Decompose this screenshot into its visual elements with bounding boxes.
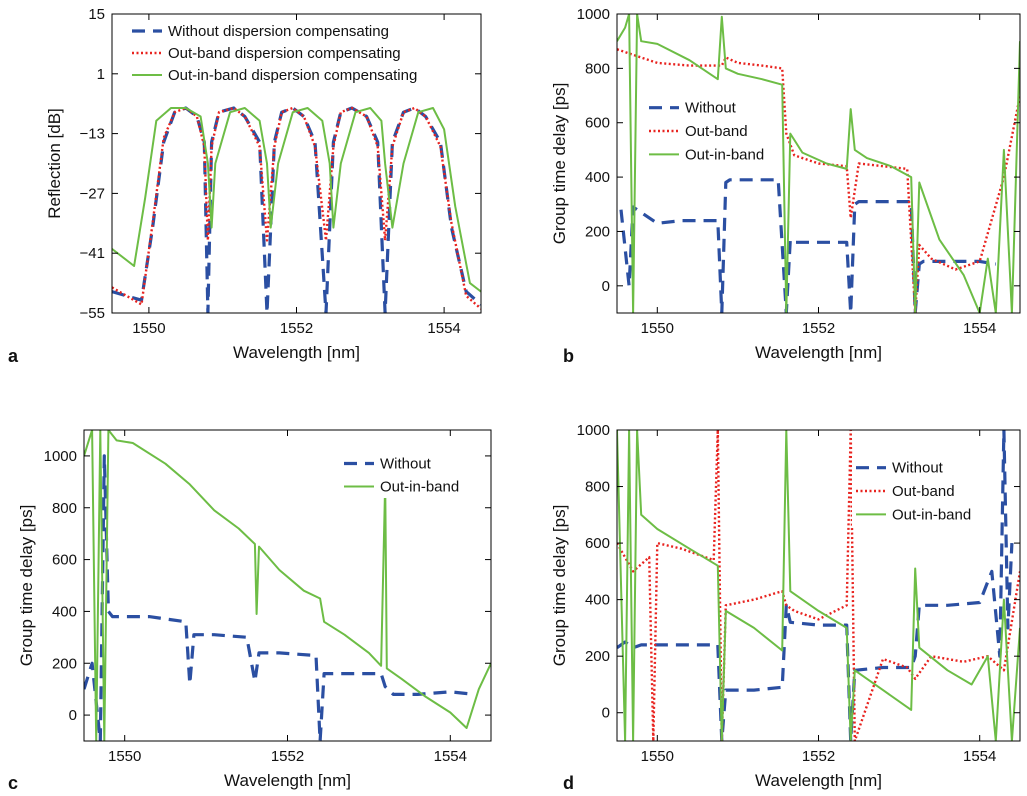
chart-panel-a: 1550 1552 1554 15 1 −13 −27 −41 −55 Wavelength [n… — [8, 6, 482, 366]
x-axis-label: Wavelength [nm] — [233, 343, 360, 362]
series-line-without — [617, 430, 1014, 741]
y-tick-label: −41 — [80, 245, 105, 262]
x-tick-label: 1554 — [963, 320, 996, 337]
x-tick-label: 1550 — [641, 748, 674, 765]
x-tick-label: 1550 — [132, 320, 165, 337]
x-tick-label: 1552 — [271, 748, 304, 765]
x-tick-label: 1550 — [641, 320, 674, 337]
x-axis-label: Wavelength [nm] — [755, 771, 882, 790]
legend-entry: Without — [685, 100, 737, 117]
y-tick-label: 600 — [52, 552, 77, 569]
y-tick-label: 600 — [585, 535, 610, 552]
y-axis-label: Group time delay [ps] — [17, 505, 36, 667]
legend-box — [128, 20, 458, 86]
y-tick-label: −13 — [80, 126, 105, 143]
y-tick-label: 400 — [585, 169, 610, 186]
y-axis-label: Group time delay [ps] — [550, 505, 569, 667]
x-tick-label: 1552 — [280, 320, 313, 337]
chart-panel-d: 1550 1552 1554 0 200 400 600 800 1000 Wavelength … — [550, 422, 1021, 793]
legend-entry: Without dispersion compensating — [168, 23, 389, 40]
panel-letter: b — [563, 346, 574, 366]
series-line-outband — [617, 48, 1020, 313]
x-tick-label: 1554 — [434, 748, 467, 765]
series-line-outband — [112, 106, 481, 310]
legend-entry: Out-band — [685, 123, 748, 140]
series-line-without — [112, 106, 481, 313]
y-tick-label: 0 — [602, 278, 610, 295]
y-tick-label: 0 — [69, 707, 77, 724]
legend-entry: Without — [892, 460, 944, 477]
x-tick-label: 1554 — [427, 320, 460, 337]
series-line-outinband — [617, 14, 1020, 313]
legend: Without dispersion compensating Out-band … — [128, 20, 458, 86]
y-tick-label: 1000 — [577, 6, 610, 23]
x-axis-label: Wavelength [nm] — [224, 771, 351, 790]
y-tick-label: −55 — [80, 305, 105, 322]
chart-panel-c: 1550 1552 1554 0 200 400 600 800 1000 Wavelength … — [8, 429, 492, 793]
legend-entry: Out-in-band — [685, 146, 764, 163]
y-tick-label: −27 — [80, 185, 105, 202]
legend-entry: Out-band — [892, 483, 955, 500]
y-tick-label: 800 — [52, 500, 77, 517]
series-group — [617, 430, 1020, 741]
y-tick-label: 1000 — [44, 448, 77, 465]
series-line-outinband — [617, 430, 1020, 741]
chart-panel-b: 1550 1552 1554 0 200 400 600 800 1000 Wavelength … — [550, 6, 1021, 366]
y-tick-label: 800 — [585, 60, 610, 77]
series-group — [617, 14, 1020, 313]
legend-entry: Out-in-band dispersion compensating — [168, 67, 417, 84]
legend: Without Out-band Out-in-band — [852, 456, 976, 526]
panel-letter: c — [8, 773, 18, 793]
y-tick-label: 600 — [585, 115, 610, 132]
y-tick-label: 400 — [585, 592, 610, 609]
x-tick-label: 1552 — [802, 320, 835, 337]
y-tick-label: 800 — [585, 479, 610, 496]
y-tick-label: 0 — [602, 705, 610, 722]
y-tick-label: 200 — [585, 223, 610, 240]
series-line-outinband — [84, 430, 491, 741]
y-tick-label: 1 — [97, 66, 105, 83]
legend-entry: Without — [380, 456, 432, 473]
panel-letter: d — [563, 773, 574, 793]
legend-entry: Out-in-band — [380, 479, 459, 496]
y-tick-label: 200 — [585, 648, 610, 665]
x-tick-label: 1554 — [963, 748, 996, 765]
legend-entry: Out-band dispersion compensating — [168, 45, 401, 62]
legend-entry: Out-in-band — [892, 506, 971, 523]
legend: Without Out-in-band — [340, 452, 462, 498]
y-axis-label: Reflection [dB] — [45, 108, 64, 219]
series-line-without — [619, 178, 997, 313]
series-line-without — [84, 454, 475, 741]
x-tick-label: 1552 — [802, 748, 835, 765]
x-tick-label: 1550 — [108, 748, 141, 765]
series-line-outinband — [112, 107, 481, 293]
series-group — [112, 106, 481, 313]
y-tick-label: 400 — [52, 603, 77, 620]
series-group — [84, 430, 491, 741]
legend-box — [340, 452, 462, 498]
y-axis-label: Group time delay [ps] — [550, 83, 569, 245]
y-tick-label: 1000 — [577, 422, 610, 439]
legend: Without Out-band Out-in-band — [645, 96, 764, 166]
x-axis-label: Wavelength [nm] — [755, 343, 882, 362]
y-tick-label: 200 — [52, 655, 77, 672]
panel-letter: a — [8, 346, 19, 366]
y-tick-label: 15 — [88, 6, 105, 23]
